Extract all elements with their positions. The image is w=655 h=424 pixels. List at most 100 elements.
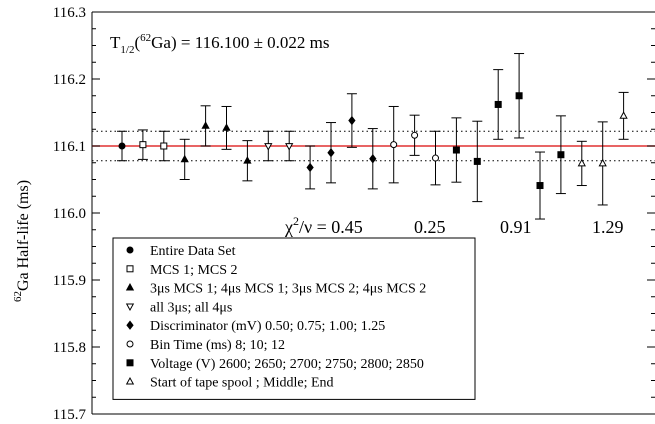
legend-marker xyxy=(125,303,135,312)
data-point xyxy=(472,120,483,203)
point-marker xyxy=(577,158,586,167)
legend-marker xyxy=(126,265,134,273)
point-marker xyxy=(452,146,460,154)
legend-label: MCS 1; MCS 2 xyxy=(150,263,238,278)
legend-entry: all 3μs; all 4μs xyxy=(125,300,232,315)
annotation-sup: 62 xyxy=(140,32,151,44)
chi-value-1: 0.45 xyxy=(331,217,363,237)
data-point xyxy=(576,140,587,187)
point-marker xyxy=(264,143,273,151)
point-marker xyxy=(619,111,628,119)
y-tick-label: 116.0 xyxy=(53,206,86,222)
annotation-t: T xyxy=(110,33,121,52)
chi-value-4: 1.29 xyxy=(592,217,624,237)
point-marker xyxy=(327,147,335,158)
legend-entry: Discriminator (mV) 0.50; 0.75; 1.00; 1.2… xyxy=(126,319,385,334)
legend-marker xyxy=(125,282,135,291)
data-point xyxy=(451,117,462,183)
chi-value-2: 0.25 xyxy=(414,217,446,237)
y-axis-label-sup: 62 xyxy=(12,291,24,302)
data-point xyxy=(618,91,629,140)
point-marker xyxy=(494,100,502,108)
y-axis-label: 62Ga Half-life (ms) xyxy=(12,180,32,302)
data-point xyxy=(409,114,420,156)
point-marker xyxy=(285,143,294,151)
chi-sup: 2 xyxy=(293,214,299,228)
y-tick-label: 116.3 xyxy=(53,5,86,21)
point-marker xyxy=(180,154,189,163)
point-marker xyxy=(118,142,126,150)
data-point xyxy=(284,130,295,162)
y-tick-label: 116.1 xyxy=(53,139,86,155)
point-marker xyxy=(411,131,419,139)
point-marker xyxy=(306,162,314,173)
data-point xyxy=(221,105,232,150)
point-marker xyxy=(139,141,147,149)
chi-value-3: 0.91 xyxy=(500,217,532,237)
data-point xyxy=(158,130,169,162)
legend-marker xyxy=(125,376,135,385)
data-point xyxy=(200,105,211,147)
data-point xyxy=(263,130,274,162)
data-point xyxy=(388,105,399,184)
legend-entry: Start of tape spool ; Middle; End xyxy=(125,376,334,391)
point-marker xyxy=(243,156,252,164)
point-marker xyxy=(390,141,398,149)
data-point xyxy=(117,130,127,162)
y-tick-label: 116.2 xyxy=(53,72,86,88)
legend-label: 3μs MCS 1; 4μs MCS 1; 3μs MCS 2; 4μs MCS… xyxy=(150,282,426,297)
point-marker xyxy=(515,92,523,100)
point-marker xyxy=(536,182,544,190)
chi-symbol: χ xyxy=(284,217,293,237)
legend-marker xyxy=(126,340,134,348)
legend-entry: Voltage (V) 2600; 2650; 2700; 2750; 2800… xyxy=(126,357,424,372)
annotation-sub: 1/2 xyxy=(120,44,134,56)
legend-label: Start of tape spool ; Middle; End xyxy=(150,376,334,391)
legend-marker xyxy=(126,359,134,367)
point-marker xyxy=(222,123,231,131)
point-marker xyxy=(369,154,377,164)
legend-label: Voltage (V) 2600; 2650; 2700; 2750; 2800… xyxy=(150,357,424,372)
data-point xyxy=(514,53,525,139)
y-tick-label: 115.8 xyxy=(53,340,86,356)
data-point xyxy=(179,138,190,180)
data-point xyxy=(430,130,441,186)
point-marker xyxy=(201,121,210,129)
y-tick-label: 115.7 xyxy=(53,407,87,423)
data-point xyxy=(305,145,316,190)
data-point xyxy=(326,122,336,184)
data-point xyxy=(242,140,253,182)
legend-entry: MCS 1; MCS 2 xyxy=(126,263,238,278)
legend: Entire Data Set MCS 1; MCS 2 3μs MCS 1; 4μ… xyxy=(112,237,476,400)
annotation-open: ( xyxy=(134,33,140,52)
data-points xyxy=(117,53,629,220)
y-axis-ticks: 115.7 115.8 115.9 116.0 116.1 116.2 116.3 xyxy=(53,5,655,423)
annotation-rest: Ga) = 116.100 ± 0.022 ms xyxy=(151,33,329,52)
legend-entry: Bin Time (ms) 8; 10; 12 xyxy=(126,338,285,353)
legend-entry: Entire Data Set xyxy=(126,244,236,259)
point-marker xyxy=(557,151,565,159)
legend-label: all 3μs; all 4μs xyxy=(150,300,232,315)
half-life-annotation: T1/2(62Ga) = 116.100 ± 0.022 ms xyxy=(110,32,329,56)
data-point xyxy=(137,129,148,160)
point-marker xyxy=(160,142,168,150)
chi-square-label: χ2/ν = 0.45 xyxy=(284,214,363,237)
legend-label: Discriminator (mV) 0.50; 0.75; 1.00; 1.2… xyxy=(150,319,385,334)
point-marker xyxy=(432,154,439,162)
y-axis-label-main: Ga Half-life (ms) xyxy=(15,180,32,291)
legend-entry: 3μs MCS 1; 4μs MCS 1; 3μs MCS 2; 4μs MCS… xyxy=(125,282,426,297)
legend-box xyxy=(112,237,476,400)
data-point xyxy=(346,93,357,148)
chi-rest: /ν = xyxy=(299,217,331,237)
data-point xyxy=(493,69,504,140)
data-point xyxy=(597,121,608,206)
legend-marker xyxy=(126,246,134,254)
data-point xyxy=(555,115,566,195)
data-point xyxy=(367,128,378,190)
point-marker xyxy=(348,115,356,126)
legend-label: Entire Data Set xyxy=(150,244,236,259)
point-marker xyxy=(473,157,481,165)
point-marker xyxy=(598,158,607,167)
y-tick-label: 115.9 xyxy=(53,273,86,289)
